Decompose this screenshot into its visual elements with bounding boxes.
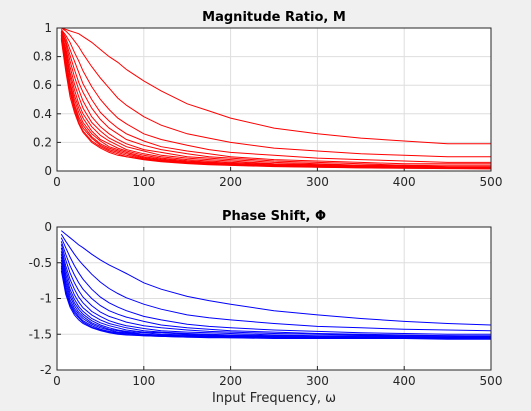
magnitude-series-line-7 — [60, 32, 491, 168]
magnitude-y-tick-label: 0 — [44, 164, 52, 178]
magnitude-series-line-3 — [60, 29, 491, 163]
phase-series-line-3 — [60, 237, 491, 335]
phase-shift-axes: 0 100 200 300 400 500 -2 -1.5 -1 -0.5 0 Phase Shift… — [29, 209, 503, 406]
magnitude-chart-title: Magnitude Ratio, M — [202, 10, 346, 25]
magnitude-x-tick-label: 200 — [219, 175, 242, 189]
magnitude-series-line-14 — [60, 39, 492, 170]
magnitude-y-tick-label: 1 — [44, 21, 52, 35]
magnitude-series-line-2 — [61, 27, 491, 158]
magnitude-y-tick-label: 0.8 — [33, 50, 52, 64]
phase-series-line-4 — [60, 241, 491, 337]
magnitude-x-tick-label: 300 — [306, 175, 329, 189]
magnitude-y-tick-label: 0.4 — [33, 107, 52, 121]
magnitude-x-tick-label: 500 — [480, 175, 503, 189]
magnitude-series-line-5 — [60, 30, 491, 166]
magnitude-series-line-4 — [60, 29, 491, 165]
phase-series-line-2 — [60, 233, 492, 332]
magnitude-x-tick-label: 400 — [393, 175, 416, 189]
phase-chart-title: Phase Shift, Φ — [222, 209, 326, 224]
phase-y-tick-label: -1.5 — [29, 327, 52, 341]
magnitude-axes-frame — [56, 27, 492, 172]
phase-x-tick-label: 200 — [219, 374, 242, 388]
magnitude-x-tick-label: 0 — [53, 175, 61, 189]
phase-x-tick-label: 0 — [53, 374, 61, 388]
magnitude-series-line-8 — [60, 32, 492, 168]
magnitude-ratio-axes: 0 100 200 300 400 500 0 0.2 0.4 0.6 0.8 1 Magnitude … — [33, 10, 503, 189]
phase-axes-frame — [56, 226, 492, 371]
phase-series-line-8 — [60, 254, 491, 339]
phase-y-tick-label: -0.5 — [29, 256, 52, 270]
phase-x-tick-label: 400 — [393, 374, 416, 388]
phase-series-line-6 — [60, 247, 492, 338]
magnitude-y-tick-label: 0.6 — [33, 78, 52, 92]
phase-y-tick-label: -2 — [40, 363, 52, 377]
phase-series-line-14 — [60, 270, 491, 340]
phase-y-tick-label: -1 — [40, 292, 52, 306]
phase-x-tick-label: 100 — [132, 374, 155, 388]
phase-x-axis-label: Input Frequency, ω — [212, 391, 336, 406]
phase-x-tick-label: 500 — [480, 374, 503, 388]
magnitude-series-line-1 — [61, 27, 491, 145]
phase-series-line-1 — [60, 230, 492, 326]
phase-series-line-5 — [60, 244, 492, 337]
magnitude-y-tick-label: 0.2 — [33, 135, 52, 149]
phase-y-tick-label: 0 — [44, 220, 52, 234]
phase-x-tick-label: 300 — [306, 374, 329, 388]
magnitude-x-tick-label: 100 — [132, 175, 155, 189]
